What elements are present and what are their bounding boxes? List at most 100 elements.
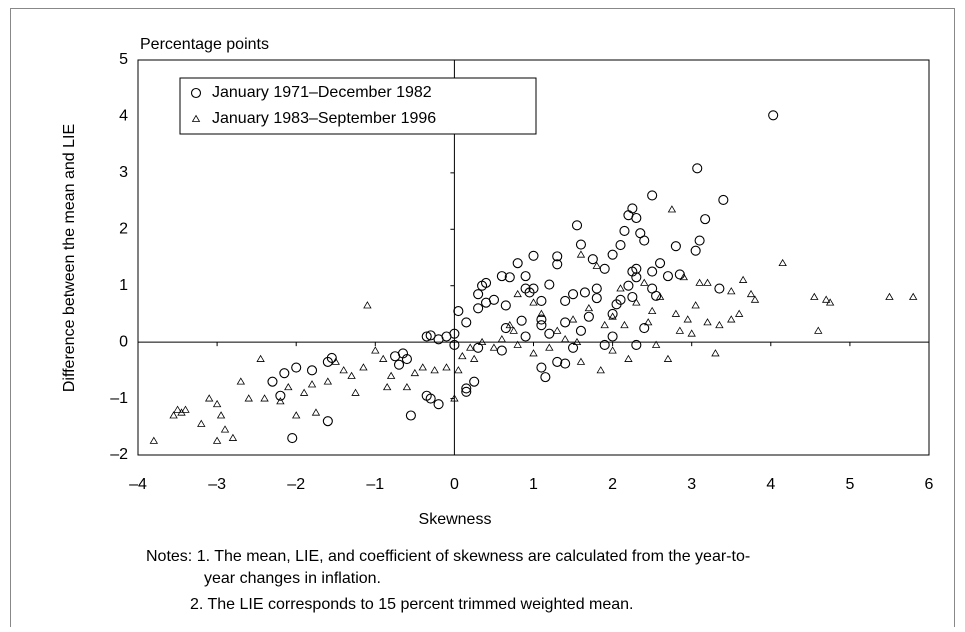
triangle-marker: [746, 289, 756, 298]
triangle-marker: [576, 250, 586, 258]
triangle-marker: [458, 351, 467, 360]
triangle-marker: [450, 394, 459, 402]
circle-marker: [599, 263, 610, 274]
triangle-marker: [410, 368, 420, 377]
circle-marker: [433, 399, 444, 410]
circle-marker: [453, 306, 464, 317]
circle-marker: [714, 283, 725, 294]
triangle-marker: [572, 337, 582, 346]
circle-marker: [190, 87, 202, 99]
circle-marker: [477, 280, 488, 291]
triangle-marker: [371, 346, 380, 354]
circle-marker: [552, 251, 563, 262]
chart-title: Percentage points: [140, 36, 269, 53]
circle-marker: [591, 283, 602, 294]
x-tick-label: 4: [766, 476, 775, 493]
triangle-marker: [545, 343, 554, 351]
circle-marker: [516, 315, 527, 326]
circle-marker: [599, 339, 610, 351]
legend-label: January 1983–September 1996: [212, 110, 436, 127]
triangle-marker: [307, 380, 317, 388]
circle-marker: [619, 225, 630, 237]
note: 2. The LIE corresponds to 15 percent tri…: [190, 596, 634, 613]
circle-marker: [520, 331, 531, 342]
circle-marker: [662, 271, 674, 282]
triangle-marker: [568, 315, 578, 323]
triangle-marker: [323, 377, 333, 385]
triangle-marker: [382, 382, 392, 391]
triangle-marker: [197, 419, 206, 427]
triangle-marker: [703, 318, 712, 326]
triangle-marker: [671, 309, 681, 317]
circle-marker: [647, 266, 658, 277]
x-axis-label: Skewness: [419, 511, 492, 528]
triangle-marker: [505, 320, 514, 329]
triangle-marker: [513, 289, 522, 298]
triangle-marker: [469, 354, 479, 362]
circle-marker: [504, 272, 515, 283]
circle-marker: [433, 334, 444, 345]
legend: [179, 77, 537, 135]
triangle-marker: [683, 315, 692, 323]
circle-marker: [306, 365, 318, 376]
circle-marker: [560, 358, 571, 369]
circle-marker: [631, 339, 642, 351]
circle-marker: [540, 372, 551, 383]
triangle-marker: [651, 340, 661, 348]
triangle-marker: [173, 405, 182, 413]
triangle-marker: [466, 343, 475, 351]
triangle-marker: [778, 258, 787, 267]
circle-marker: [500, 300, 511, 311]
triangle-marker: [738, 275, 748, 283]
frame: [10, 8, 955, 632]
circle-marker: [461, 386, 472, 397]
triangle-marker: [386, 371, 396, 379]
triangle-marker: [537, 309, 546, 317]
triangle-marker: [212, 399, 222, 408]
circle-marker: [405, 410, 416, 421]
circle-marker: [536, 295, 547, 307]
circle-marker: [322, 356, 333, 367]
triangle-marker: [667, 205, 677, 213]
circle-marker: [496, 345, 507, 356]
triangle-marker: [584, 303, 594, 312]
triangle-marker: [608, 312, 617, 320]
triangle-marker: [560, 335, 570, 343]
circle-marker: [267, 376, 278, 387]
triangle-marker: [655, 292, 665, 300]
triangle-marker: [220, 425, 230, 433]
triangle-marker: [497, 335, 507, 343]
triangle-marker: [711, 349, 720, 357]
triangle-marker: [359, 363, 368, 371]
triangle-marker: [331, 357, 340, 365]
circle-marker: [651, 290, 662, 301]
triangle-marker: [204, 394, 214, 402]
triangle-marker: [191, 114, 201, 122]
triangle-marker: [727, 287, 736, 295]
triangle-marker: [679, 272, 688, 281]
circle-marker: [425, 393, 436, 404]
circle-marker: [670, 241, 681, 252]
triangle-marker: [363, 301, 372, 309]
circle-marker: [571, 220, 583, 231]
triangle-marker: [228, 433, 238, 441]
triangle-marker: [181, 405, 190, 413]
triangle-marker: [727, 315, 736, 323]
circle-marker: [528, 250, 539, 261]
circle-marker: [560, 295, 571, 307]
circle-marker: [647, 190, 658, 201]
triangle-marker: [885, 292, 894, 300]
circle-marker: [520, 271, 531, 282]
y-tick-label: 0: [119, 333, 128, 350]
circle-marker: [488, 294, 500, 305]
triangle-marker: [647, 306, 657, 315]
circle-marker: [607, 249, 618, 260]
note: Notes: 1. The mean, LIE, and coefficient…: [146, 548, 750, 565]
triangle-marker: [810, 292, 819, 300]
circle-marker: [639, 235, 650, 246]
triangle-marker: [489, 343, 499, 351]
triangle-marker: [643, 318, 653, 326]
triangle-marker: [513, 340, 522, 348]
circle-marker: [469, 376, 480, 387]
